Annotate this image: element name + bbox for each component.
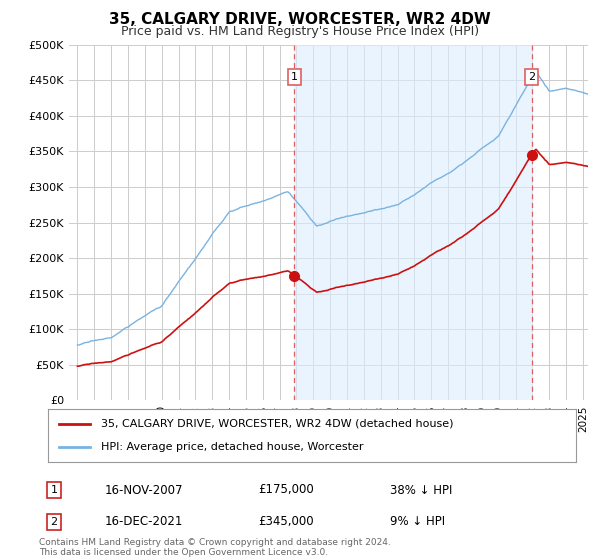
Text: 38% ↓ HPI: 38% ↓ HPI	[390, 483, 452, 497]
Text: 35, CALGARY DRIVE, WORCESTER, WR2 4DW: 35, CALGARY DRIVE, WORCESTER, WR2 4DW	[109, 12, 491, 27]
Text: 1: 1	[50, 485, 58, 495]
Text: £345,000: £345,000	[258, 515, 314, 529]
Text: 1: 1	[291, 72, 298, 82]
Bar	[295, 45, 532, 400]
Text: Contains HM Land Registry data © Crown copyright and database right 2024.
This d: Contains HM Land Registry data © Crown c…	[39, 538, 391, 557]
Text: 2: 2	[528, 72, 535, 82]
Text: £175,000: £175,000	[258, 483, 314, 497]
Text: 16-NOV-2007: 16-NOV-2007	[105, 483, 184, 497]
Text: Price paid vs. HM Land Registry's House Price Index (HPI): Price paid vs. HM Land Registry's House …	[121, 25, 479, 38]
Text: 16-DEC-2021: 16-DEC-2021	[105, 515, 184, 529]
Text: 2: 2	[50, 517, 58, 527]
Text: HPI: Average price, detached house, Worcester: HPI: Average price, detached house, Worc…	[101, 442, 364, 452]
Text: 9% ↓ HPI: 9% ↓ HPI	[390, 515, 445, 529]
Text: 35, CALGARY DRIVE, WORCESTER, WR2 4DW (detached house): 35, CALGARY DRIVE, WORCESTER, WR2 4DW (d…	[101, 419, 454, 429]
